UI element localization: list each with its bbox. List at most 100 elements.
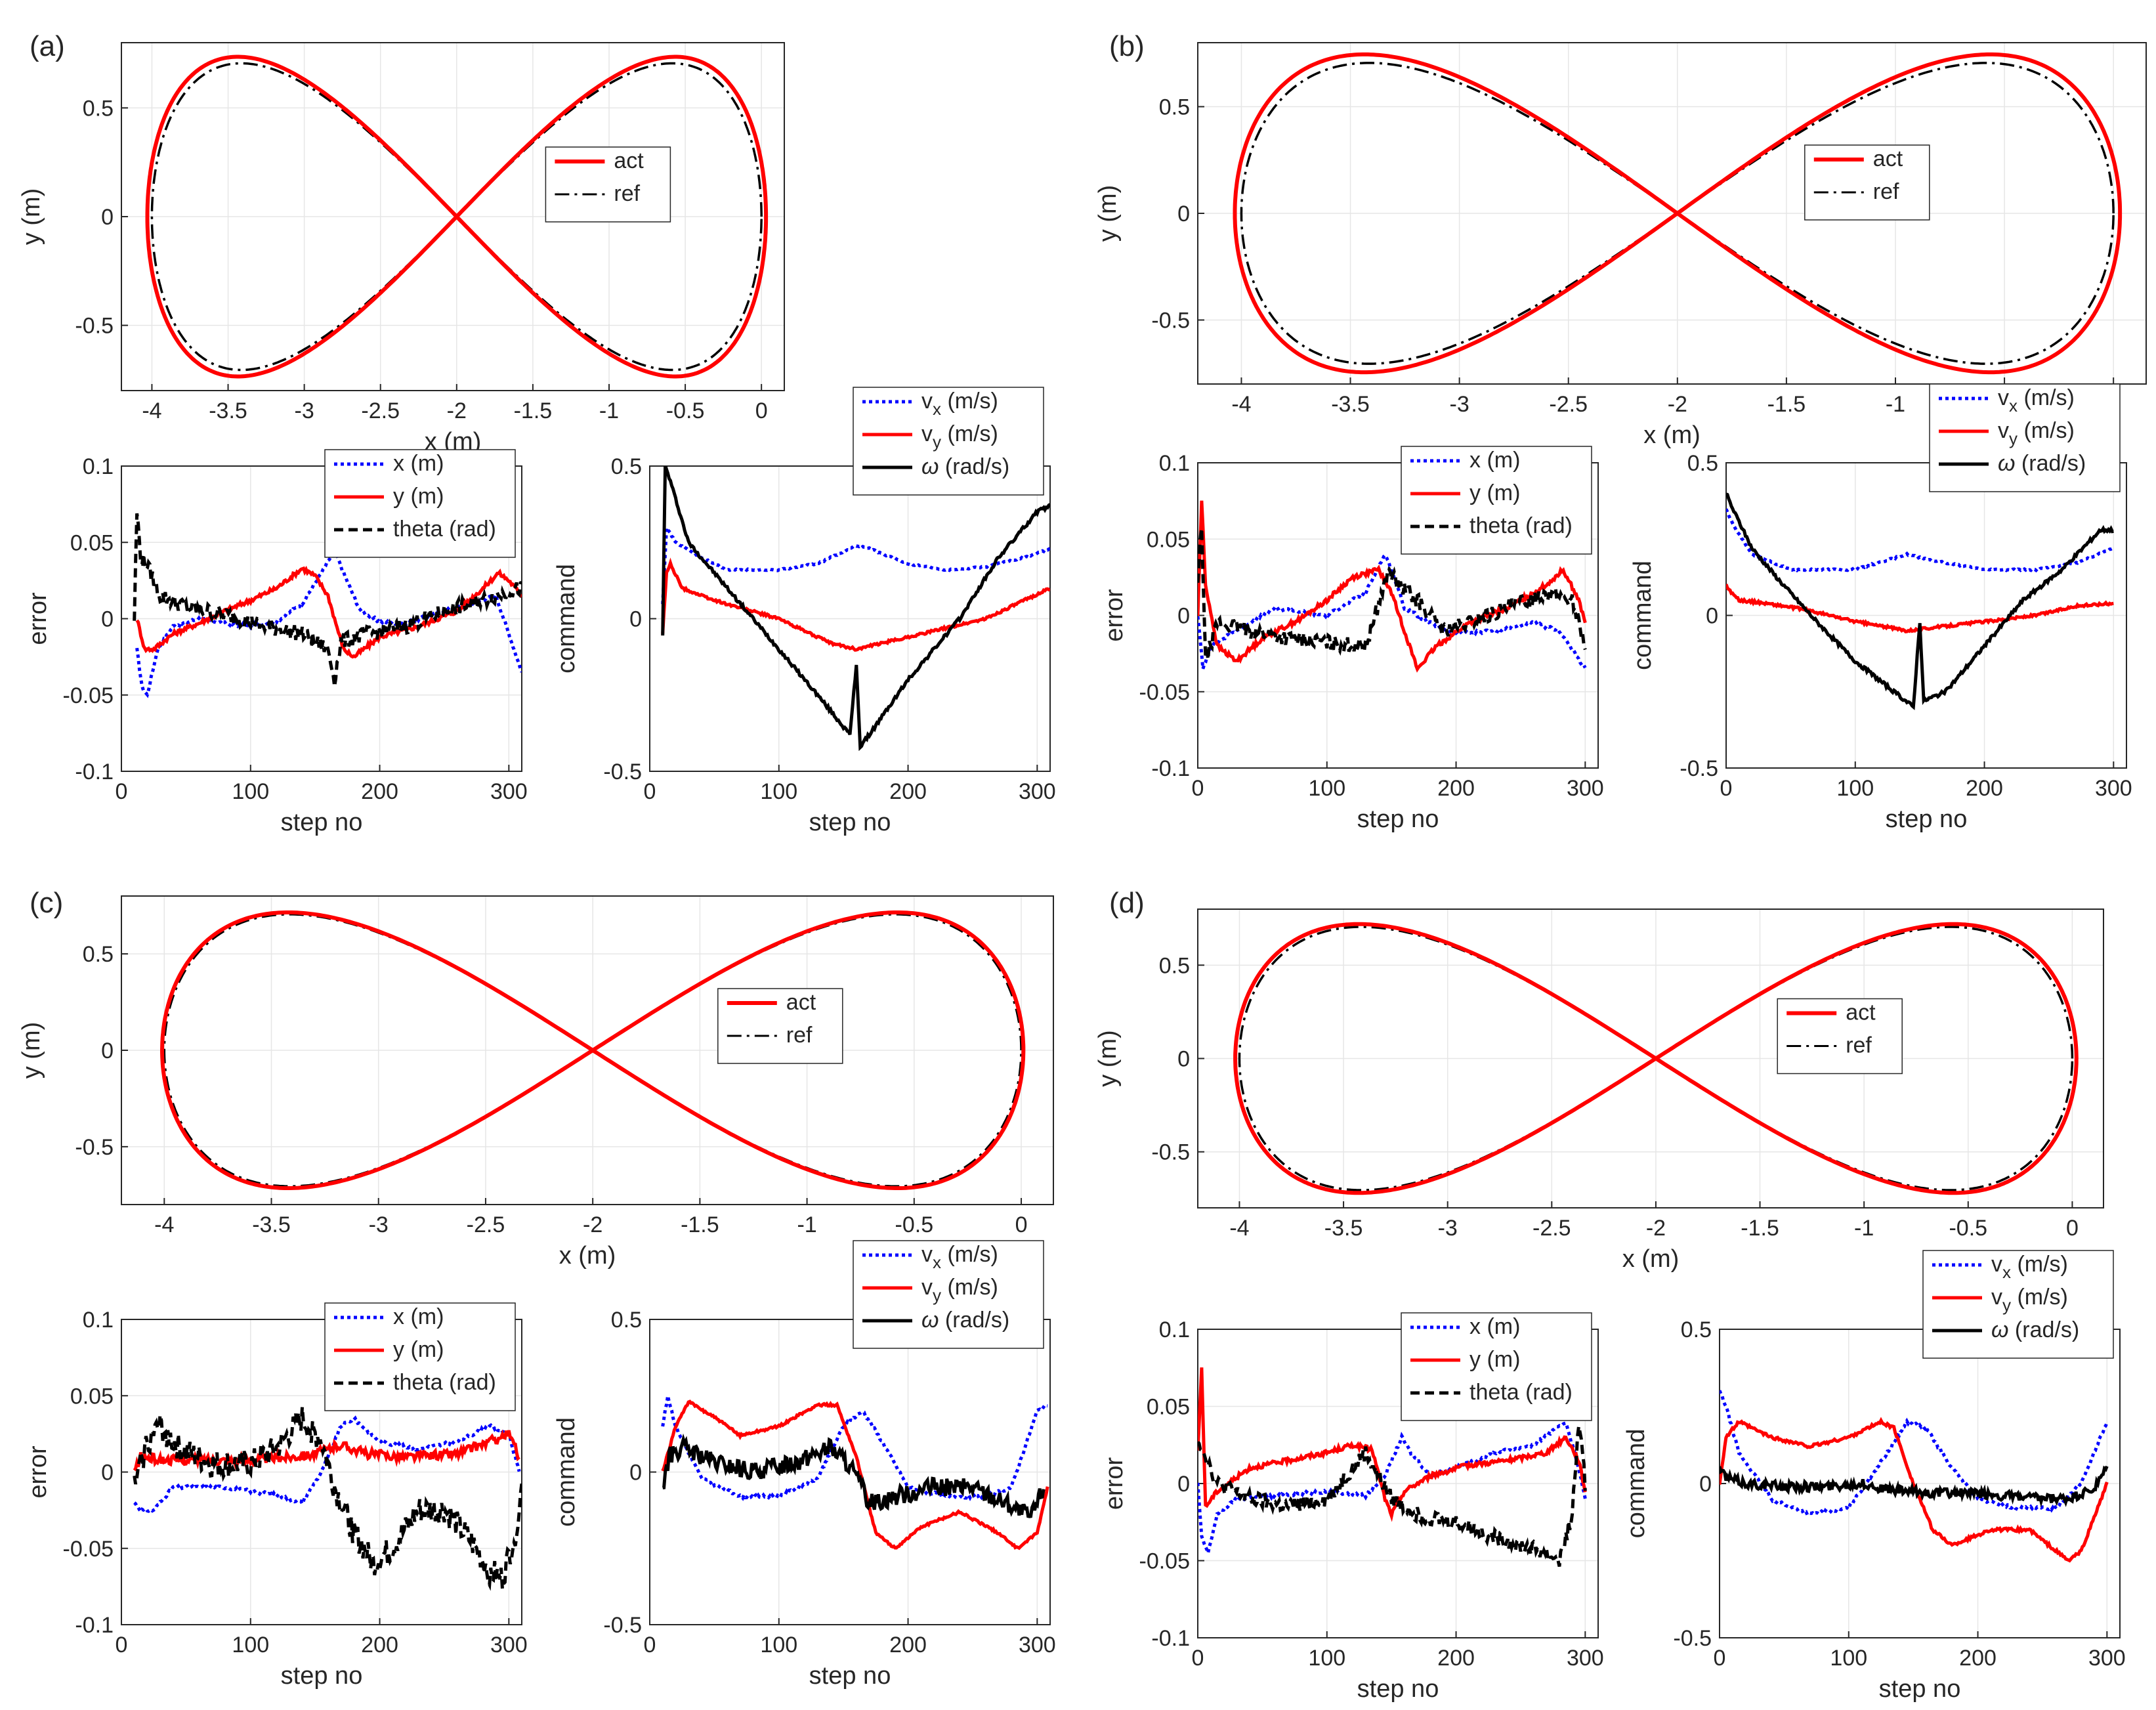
error-xtick-label: 200 — [1437, 776, 1475, 801]
trajectory-legend-label: ref — [1873, 179, 1899, 204]
command-ytick-label: 0 — [629, 607, 642, 632]
trajectory-ytick-label: 0.5 — [1159, 95, 1190, 120]
error-legend: x (m) y (m) theta (rad) — [324, 449, 516, 558]
trajectory-xtick-label: -2.5 — [467, 1212, 505, 1237]
trajectory-xtick-label: -3 — [369, 1212, 389, 1237]
trajectory-ytick-label: 0.5 — [1159, 953, 1190, 978]
command-xtick-label: 0 — [644, 1633, 656, 1657]
error-legend-label: y (m) — [393, 1337, 444, 1362]
error-ylabel: error — [24, 1445, 52, 1499]
error-ytick-label: 0.05 — [70, 1384, 114, 1409]
error-xlabel: step no — [1357, 805, 1439, 833]
error-ylabel: error — [1101, 1457, 1128, 1510]
trajectory-ylabel: y (m) — [18, 188, 45, 246]
error-ytick-label: 0.1 — [83, 1308, 114, 1333]
trajectory-xtick-label: -2 — [583, 1212, 602, 1237]
command-vy-line — [661, 557, 1050, 652]
trajectory-xtick-label: -4 — [154, 1212, 174, 1237]
command-legend-label: vy (m/s) — [1998, 418, 2075, 448]
command-ylabel: command — [1622, 1429, 1650, 1539]
trajectory-xtick-label: -1 — [1854, 1216, 1874, 1241]
trajectory-legend-label: act — [1873, 146, 1903, 171]
command-vx-line — [1726, 508, 2115, 573]
trajectory-xlabel: x (m) — [1622, 1245, 1680, 1273]
trajectory-xtick-label: -4 — [1231, 392, 1251, 417]
command-xtick-label: 300 — [1019, 1633, 1056, 1657]
command-vx-line — [661, 522, 1050, 605]
command-legend-box — [1929, 383, 2121, 492]
error-ytick-label: 0 — [1177, 1472, 1190, 1497]
trajectory-ylabel: y (m) — [1094, 1030, 1122, 1087]
command-xtick-label: 100 — [1836, 776, 1874, 801]
trajectory-axes: -4 -3.5 -3 -2.5 -2 -1.5 -1 -0.5 0 -0.5 0 0.5 x (m) y … — [1094, 908, 2104, 1273]
trajectory-xtick-label: -2 — [1668, 392, 1687, 417]
error-ytick-label: -0.1 — [75, 1613, 114, 1638]
error-xtick-label: 0 — [116, 1633, 128, 1657]
command-xtick-label: 100 — [760, 1633, 797, 1657]
command-legend: vx (m/s)vy (m/s)ω (rad/s) — [1922, 1250, 2114, 1359]
command-legend-box — [853, 1240, 1044, 1349]
trajectory-ytick-label: 0.5 — [83, 942, 114, 967]
error-legend-label: y (m) — [1469, 481, 1520, 505]
trajectory-legend-label: ref — [1846, 1033, 1872, 1058]
command-ytick-label: 0 — [1706, 604, 1718, 629]
trajectory-xtick-label: -2 — [447, 398, 467, 423]
error-xtick-label: 300 — [1567, 776, 1604, 801]
trajectory-legend-label: act — [1846, 1000, 1876, 1025]
command-ytick-label: -0.5 — [603, 759, 642, 784]
command-xtick-label: 200 — [889, 1633, 927, 1657]
trajectory-legend: act ref — [1804, 144, 1930, 221]
error-xtick-label: 300 — [490, 1633, 528, 1657]
command-legend-label: vx (m/s) — [921, 1242, 998, 1272]
ref-trajectory-line — [150, 62, 763, 372]
command-w-line — [1720, 1465, 2109, 1508]
trajectory-legend-box — [1777, 998, 1903, 1075]
command-ylabel: command — [1629, 561, 1657, 670]
error-xtick-label: 300 — [490, 779, 528, 804]
trajectory-xtick-label: 0 — [2066, 1216, 2079, 1241]
error-legend: x (m) y (m) theta (rad) — [1401, 1312, 1592, 1421]
trajectory-xtick-label: -0.5 — [666, 398, 705, 423]
trajectory-ytick-label: 0 — [1177, 1047, 1190, 1072]
command-legend-label: ω (rad/s) — [1998, 451, 2086, 476]
error-legend-label: theta (rad) — [393, 517, 496, 542]
error-legend-label: x (m) — [393, 1304, 444, 1329]
trajectory-xtick-label: -2.5 — [361, 398, 400, 423]
error-xtick-label: 200 — [361, 1633, 398, 1657]
command-legend-label: vy (m/s) — [921, 1275, 998, 1305]
trajectory-xtick-label: -1 — [599, 398, 619, 423]
trajectory-xtick-label: -2.5 — [1532, 1216, 1571, 1241]
error-legend-box — [324, 449, 516, 558]
error-ytick-label: -0.1 — [75, 759, 114, 784]
error-xtick-label: 200 — [1437, 1646, 1475, 1671]
trajectory-xtick-label: -1.5 — [1767, 392, 1806, 417]
command-xtick-label: 0 — [1720, 776, 1733, 801]
trajectory-legend-box — [545, 146, 671, 223]
error-legend-box — [1401, 1312, 1592, 1421]
panel-a: (a)-4 -3.5 -3 -2.5 -2 -1.5 -1 -0.5 0-0.500.5x (m… — [18, 30, 1056, 836]
trajectory-legend-label: act — [786, 990, 816, 1015]
trajectory-ytick-label: -0.5 — [1151, 1140, 1190, 1165]
error-xtick-label: 0 — [1192, 776, 1204, 801]
command-xtick-label: 300 — [2095, 776, 2132, 801]
act-trajectory-line — [145, 54, 769, 379]
trajectory-xtick-label: 0 — [755, 398, 768, 423]
command-xlabel: step no — [1879, 1675, 1961, 1703]
error-ytick-label: 0.1 — [1159, 1317, 1190, 1342]
trajectory-xtick-label: -1.5 — [1741, 1216, 1779, 1241]
command-w-line — [1726, 492, 2114, 710]
trajectory-xtick-label: -3.5 — [252, 1212, 291, 1237]
trajectory-xtick-label: 0 — [1015, 1212, 1028, 1237]
command-xtick-label: 200 — [889, 779, 927, 804]
error-xtick-label: 0 — [116, 779, 128, 804]
error-ytick-label: 0.1 — [1159, 451, 1190, 476]
command-legend-label: ω (rad/s) — [921, 1308, 1009, 1333]
error-ytick-label: 0 — [1177, 604, 1190, 629]
command-w-line — [662, 1433, 1046, 1518]
error-legend-box — [1401, 446, 1592, 555]
command-ytick-label: -0.5 — [603, 1613, 642, 1638]
error-legend-box — [324, 1302, 516, 1411]
error-ytick-label: -0.05 — [63, 683, 114, 708]
